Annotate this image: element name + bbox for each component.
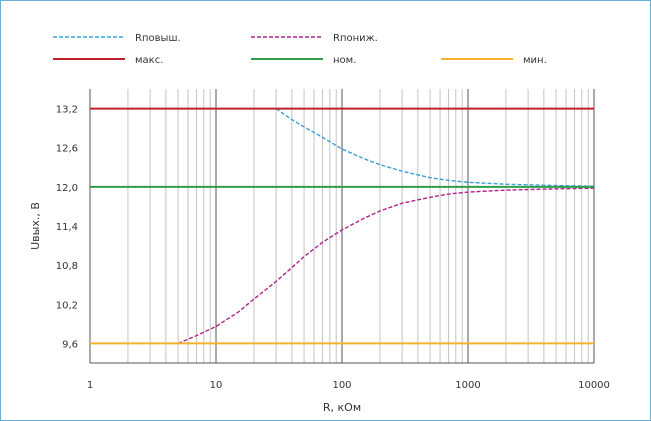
y-axis-title: Uвых., В: [29, 202, 42, 250]
series-line-2: [177, 187, 595, 345]
x-tick-label: 10000: [578, 380, 610, 391]
x-tick-label: 100: [332, 380, 351, 391]
y-tick-label: 10,2: [56, 300, 78, 311]
series-line-1: [275, 107, 595, 187]
y-tick-label: 11,4: [56, 222, 78, 233]
legend-label-2: Rпониж.: [333, 33, 378, 44]
y-tick-label: 12,0: [56, 183, 78, 194]
x-tick-label: 1000: [455, 380, 480, 391]
legend-label-4: ном.: [333, 55, 356, 66]
x-axis-title: R, кОм: [323, 401, 361, 414]
y-tick-label: 9,6: [62, 339, 78, 350]
y-tick-label: 10,8: [56, 261, 78, 272]
y-tick-label: 13,2: [56, 105, 78, 116]
y-tick-label: 12,6: [56, 144, 78, 155]
legend-label-3: макс.: [135, 55, 163, 66]
x-tick-label: 10: [210, 380, 223, 391]
x-tick-label: 1: [87, 380, 93, 391]
legend-label-1: Rповыш.: [135, 33, 181, 44]
legend-label-5: мин.: [523, 55, 547, 66]
